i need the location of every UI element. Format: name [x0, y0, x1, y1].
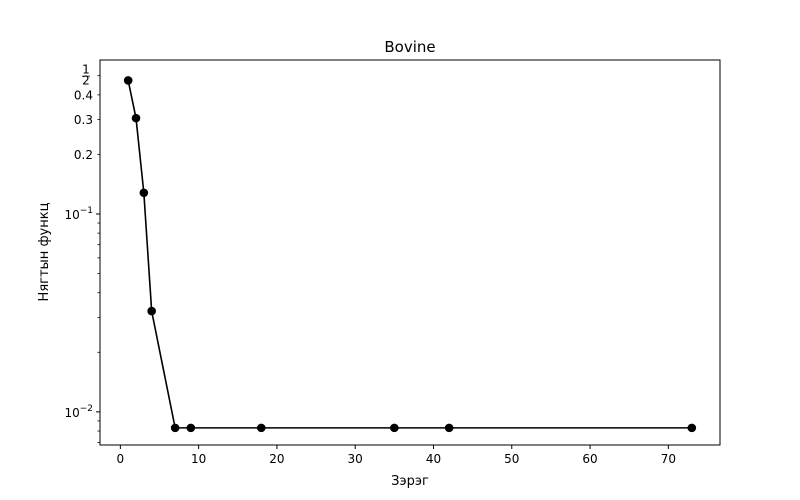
data-point [390, 423, 399, 433]
x-tick-label: 70 [661, 452, 676, 466]
data-point [687, 423, 697, 433]
data-point [131, 113, 141, 123]
data-point [444, 423, 454, 433]
series-line [127, 80, 692, 429]
fraction-denominator: 2 [82, 74, 90, 88]
data-point [139, 188, 149, 198]
x-tick-label: 20 [269, 452, 284, 466]
axes-frame [99, 59, 721, 446]
y-axis: 10−210−10.20.30.412 [64, 63, 100, 443]
fraction-numerator: 1 [82, 63, 90, 77]
data-point [186, 423, 196, 433]
x-tick-label: 30 [348, 452, 363, 466]
y-tick-label: 0.2 [74, 148, 93, 162]
x-tick-label: 60 [582, 452, 597, 466]
x-tick-label: 0 [117, 452, 125, 466]
data-point [147, 306, 156, 316]
y-tick-label: 0.3 [74, 113, 93, 127]
chart-title: Bovine [384, 38, 435, 56]
data-point [123, 76, 133, 85]
x-tick-label: 50 [504, 452, 519, 466]
y-axis-title: Нягтын функц [37, 202, 52, 301]
x-axis-title: Зэрэг [391, 474, 429, 489]
data-point [256, 423, 266, 433]
y-tick-label: 10−2 [64, 404, 93, 420]
y-tick-label: 10−1 [64, 206, 93, 222]
plot-area [123, 76, 697, 433]
x-axis: 0 10 20 30 40 50 60 70 [117, 445, 676, 466]
x-tick-label: 40 [426, 452, 441, 466]
x-tick-label: 10 [191, 452, 206, 466]
data-point [170, 423, 180, 433]
y-tick-label: 0.4 [74, 88, 93, 102]
y-tick-label-fraction: 12 [82, 63, 90, 88]
